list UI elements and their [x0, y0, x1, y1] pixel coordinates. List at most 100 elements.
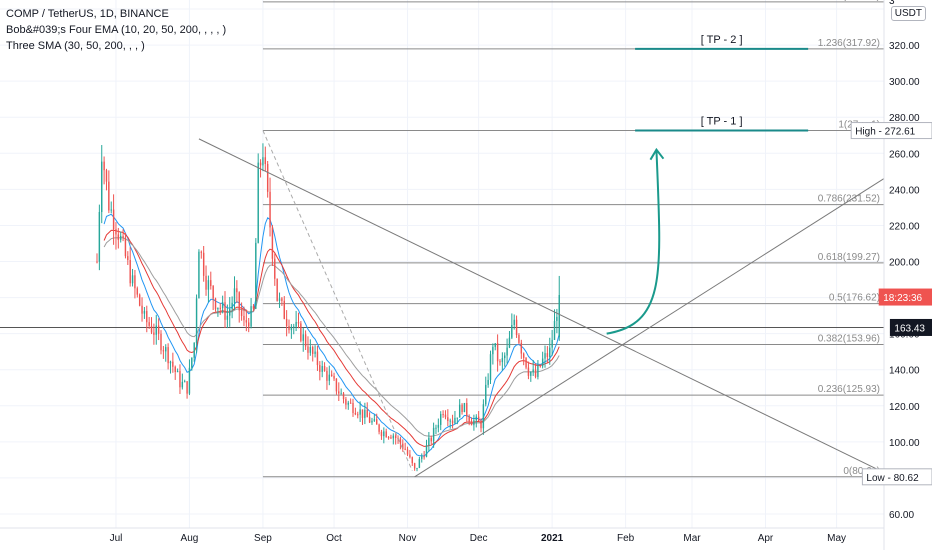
candle-body	[219, 307, 221, 309]
candle-body	[119, 235, 122, 240]
candle-body	[404, 448, 406, 450]
candle-body	[368, 417, 371, 423]
candle-body	[544, 353, 546, 359]
candle-body	[188, 367, 191, 394]
candle-body	[117, 234, 120, 240]
candle-body	[160, 333, 162, 351]
candle-body	[416, 467, 418, 469]
price-tick-label: 120.00	[889, 402, 920, 413]
fib-label: 0(80.6x)	[843, 466, 880, 477]
candle-body	[124, 237, 127, 257]
candle-body	[530, 371, 532, 376]
candle-body	[295, 322, 297, 327]
candle-body	[378, 424, 380, 432]
time-tick-label: Jul	[110, 533, 123, 544]
currency-unit-button[interactable]: USDT	[890, 6, 926, 21]
candle-body	[278, 298, 281, 301]
candle-body	[300, 323, 302, 341]
candle-body	[112, 209, 115, 230]
candle-body	[233, 288, 236, 303]
candle-body	[290, 326, 293, 331]
candle-body	[96, 261, 98, 263]
candle-body	[101, 161, 103, 212]
price-axis: 60.0080.00100.00120.00140.00160.00180.00…	[883, 0, 932, 550]
candle-body	[195, 298, 198, 343]
candle-body	[520, 342, 523, 354]
candle-body	[110, 209, 112, 211]
candle-body	[494, 343, 496, 347]
candle-body	[549, 347, 551, 358]
price-badge-last	[889, 318, 932, 336]
candle-body	[250, 306, 252, 327]
candle-body	[534, 369, 537, 377]
time-tick-label: Aug	[181, 533, 199, 544]
price-badge-label: 163.43	[894, 323, 925, 334]
candle-body	[399, 438, 402, 444]
candle-body	[247, 322, 250, 327]
target-label: [ TP - 2 ]	[701, 34, 743, 46]
candle-body	[330, 374, 333, 377]
candle-body	[285, 318, 288, 326]
candle-body	[430, 437, 432, 442]
candle-body	[269, 191, 271, 228]
candle-body	[352, 402, 354, 413]
time-tick-label: Sep	[254, 533, 272, 544]
candle-body	[274, 258, 276, 279]
legend-ema[interactable]: Bob&#039;s Four EMA (10, 20, 50, 200, , …	[6, 24, 227, 36]
target-label: [ TP - 1 ]	[701, 116, 743, 128]
candle-body	[527, 367, 530, 376]
candle-body	[357, 414, 359, 416]
candle-body	[191, 357, 193, 368]
candle-body	[423, 456, 425, 458]
candle-body	[489, 354, 492, 380]
candle-body	[366, 409, 368, 418]
candle-body	[174, 366, 176, 372]
candle-body	[340, 393, 342, 395]
candle-body	[390, 437, 392, 439]
candle-body	[202, 252, 205, 276]
candle-body	[349, 402, 352, 404]
candle-body	[134, 275, 136, 289]
trendline	[198, 138, 885, 473]
moving-averages	[103, 213, 560, 457]
candle-body	[413, 463, 416, 469]
candle-body	[558, 294, 560, 338]
candle-body	[463, 403, 466, 413]
candle-body	[333, 376, 335, 379]
legend: COMP / TetherUS, 1D, BINANCE Bob&#039;s …	[6, 6, 226, 54]
fib-label: 0.236(125.93)	[818, 384, 880, 395]
candle-body	[425, 445, 428, 457]
candle-body	[394, 435, 397, 438]
candle-body	[293, 326, 295, 328]
price-tick-label: 140.00	[889, 366, 920, 377]
candle-body	[271, 227, 274, 259]
candle-body	[508, 337, 511, 348]
candle-body	[319, 365, 321, 372]
candle-body	[136, 288, 139, 295]
candle-body	[162, 350, 165, 352]
candle-body	[432, 427, 435, 442]
fib-label: 0.382(153.96)	[818, 334, 880, 345]
candle-body	[105, 170, 108, 182]
candle-body	[371, 420, 373, 423]
candle-body	[482, 404, 485, 429]
price-tick-label: 200.00	[889, 258, 920, 269]
fib-label: 0.5(176.62)	[829, 293, 880, 304]
price-badge-label: Low - 80.62	[866, 473, 919, 484]
price-badge-high	[850, 122, 932, 140]
time-tick-label: 2021	[541, 533, 564, 544]
legend-sma[interactable]: Three SMA (30, 50, 200, , , )	[6, 40, 145, 52]
candle-body	[418, 458, 421, 468]
fib-label: 0.618(199.27)	[818, 252, 880, 263]
candle-body	[205, 275, 207, 290]
candle-body	[172, 361, 174, 367]
candle-body	[501, 358, 504, 363]
candle-body	[231, 302, 233, 310]
legend-symbol[interactable]: COMP / TetherUS, 1D, BINANCE	[6, 8, 169, 20]
candle-body	[115, 229, 117, 235]
candle-body	[169, 361, 172, 364]
candle-body	[539, 365, 541, 367]
candle-body	[226, 315, 229, 320]
